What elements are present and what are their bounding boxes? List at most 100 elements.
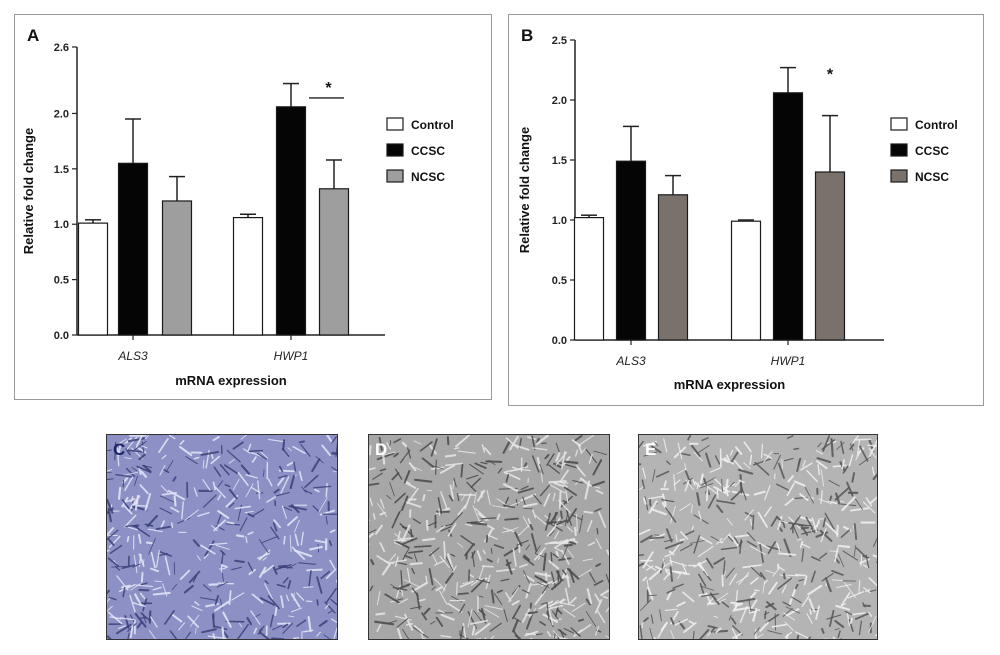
cell-texE-22 bbox=[783, 538, 792, 558]
cell-texC-252 bbox=[307, 616, 312, 633]
cell-texC-288 bbox=[148, 537, 156, 555]
cell-texC-255 bbox=[324, 601, 336, 614]
cell-texC-251 bbox=[155, 525, 171, 530]
cell-texD-267 bbox=[442, 584, 447, 593]
cell-texC-256 bbox=[144, 523, 154, 527]
cell-texC-129 bbox=[159, 465, 166, 476]
cell-texD-357 bbox=[570, 627, 581, 637]
cell-texC-170 bbox=[122, 471, 139, 476]
cell-texE-64 bbox=[664, 553, 672, 558]
cell-texD-351 bbox=[525, 582, 532, 599]
cell-texD-482 bbox=[440, 635, 452, 638]
cell-texC-107 bbox=[231, 566, 242, 571]
cell-texC-224 bbox=[251, 456, 257, 463]
cell-texE-52 bbox=[793, 480, 806, 487]
cell-texC-394 bbox=[107, 507, 114, 515]
cell-texE-215 bbox=[783, 612, 796, 621]
cell-texE-256 bbox=[759, 621, 769, 632]
cell-texC-387 bbox=[226, 449, 241, 463]
cell-texD-403 bbox=[422, 537, 436, 542]
cell-texD-338 bbox=[595, 538, 602, 550]
cell-texE-98 bbox=[781, 459, 784, 470]
cell-texE-388 bbox=[684, 462, 687, 471]
cell-texE-344 bbox=[853, 523, 858, 541]
cell-texD-319 bbox=[456, 493, 460, 502]
cell-texD-0 bbox=[542, 552, 547, 572]
cell-texD-199 bbox=[478, 595, 484, 598]
cell-texC-347 bbox=[121, 499, 130, 510]
cell-texD-461 bbox=[502, 483, 518, 492]
legend-label-a-control: Control bbox=[411, 118, 454, 132]
cell-texE-357 bbox=[649, 536, 665, 540]
cell-texE-290 bbox=[690, 504, 693, 514]
cell-texD-84 bbox=[548, 483, 566, 494]
cell-texC-179 bbox=[309, 545, 323, 551]
cell-texC-257 bbox=[195, 627, 197, 634]
cell-texC-235 bbox=[118, 583, 136, 593]
cell-texD-290 bbox=[566, 574, 570, 588]
cell-texC-171 bbox=[217, 510, 230, 519]
cell-texE-471 bbox=[779, 520, 788, 524]
cell-texD-331 bbox=[582, 558, 594, 562]
cell-texE-89 bbox=[676, 601, 686, 607]
cell-texD-516 bbox=[566, 567, 580, 580]
cell-texE-209 bbox=[777, 552, 797, 556]
cell-texE-381 bbox=[788, 522, 807, 527]
cell-texC-352 bbox=[209, 542, 228, 546]
cell-texC-396 bbox=[159, 507, 172, 515]
cell-texD-246 bbox=[544, 541, 558, 545]
cell-texD-48 bbox=[546, 631, 552, 637]
bar-a-als3-ccsc bbox=[117, 162, 149, 336]
photo-label-d: D bbox=[375, 440, 388, 459]
cell-texE-289 bbox=[716, 504, 724, 514]
cell-texD-155 bbox=[529, 637, 534, 639]
cell-texC-245 bbox=[298, 562, 316, 565]
cell-texE-285 bbox=[763, 579, 768, 585]
cell-texC-300 bbox=[335, 580, 337, 584]
cell-texE-14 bbox=[869, 589, 877, 593]
x-tick-label-b-1: HWP1 bbox=[771, 354, 806, 368]
cell-texE-454 bbox=[639, 486, 644, 491]
panel-letter-a: A bbox=[27, 26, 39, 45]
cell-texC-203 bbox=[192, 539, 200, 548]
cell-texC-282 bbox=[287, 516, 298, 527]
cell-texE-272 bbox=[796, 634, 800, 639]
cell-texC-46 bbox=[329, 559, 336, 569]
cell-texD-212 bbox=[423, 607, 431, 615]
cell-texE-306 bbox=[766, 601, 777, 611]
cell-texE-184 bbox=[790, 596, 802, 604]
cell-texD-430 bbox=[457, 504, 467, 516]
significance-star-b: * bbox=[827, 67, 834, 84]
cell-texD-89 bbox=[379, 542, 386, 553]
cell-texC-344 bbox=[234, 559, 245, 564]
cell-texD-196 bbox=[369, 467, 376, 471]
cell-texE-325 bbox=[822, 517, 827, 528]
cell-texC-270 bbox=[115, 473, 133, 478]
cell-texE-309 bbox=[645, 565, 654, 571]
cell-texC-298 bbox=[107, 557, 120, 568]
cell-texD-183 bbox=[522, 516, 530, 528]
cell-texD-444 bbox=[561, 451, 566, 470]
cell-texD-284 bbox=[593, 450, 607, 456]
cell-texC-95 bbox=[179, 569, 191, 580]
cell-texC-127 bbox=[129, 614, 135, 622]
cell-texE-456 bbox=[784, 631, 793, 638]
cell-texE-143 bbox=[726, 518, 733, 526]
cell-texD-330 bbox=[478, 609, 486, 616]
cell-texE-110 bbox=[777, 577, 792, 590]
cell-texD-264 bbox=[556, 570, 563, 582]
cell-texE-120 bbox=[710, 626, 716, 633]
cell-texD-329 bbox=[605, 635, 609, 639]
cell-texE-419 bbox=[862, 501, 876, 514]
cell-texE-66 bbox=[782, 608, 793, 617]
cell-texE-105 bbox=[781, 584, 787, 594]
cell-texC-260 bbox=[178, 445, 193, 457]
cell-texE-238 bbox=[713, 615, 719, 618]
cell-texE-147 bbox=[764, 610, 767, 620]
cell-texC-26 bbox=[197, 512, 210, 517]
cell-texC-160 bbox=[212, 436, 220, 442]
cell-texD-260 bbox=[377, 503, 388, 517]
cell-texC-144 bbox=[298, 440, 306, 444]
cell-texC-323 bbox=[234, 505, 252, 510]
cell-texD-174 bbox=[552, 630, 562, 639]
